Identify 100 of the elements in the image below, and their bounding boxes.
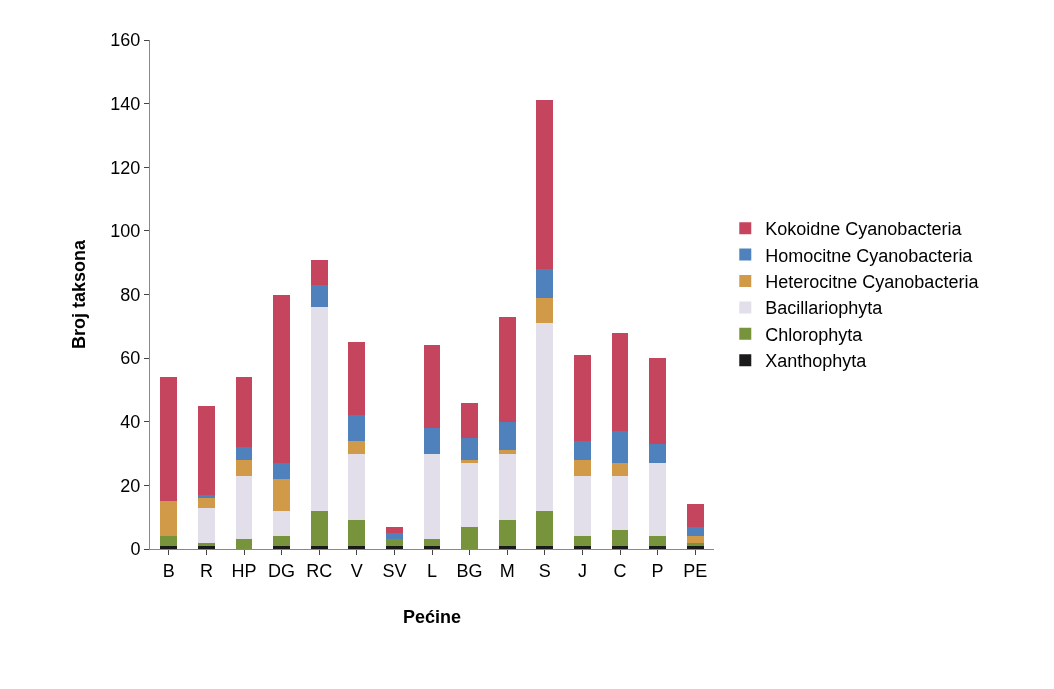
x-axis-title: Pećine: [402, 606, 462, 627]
bar: [273, 479, 291, 511]
bar: [310, 259, 328, 285]
bar: [235, 539, 253, 549]
bar: [348, 440, 366, 454]
legend-label: Bacillariophyta: [765, 298, 884, 319]
bar: [686, 504, 704, 527]
bar: [310, 307, 328, 511]
y-tick-label: 140: [110, 93, 141, 114]
bar: [273, 510, 291, 537]
bar: [573, 440, 591, 460]
bar: [348, 545, 366, 549]
bar: [348, 415, 366, 441]
x-tick-label: SV: [382, 560, 407, 581]
bar: [536, 269, 554, 298]
bar: [348, 520, 366, 546]
bar: [649, 545, 667, 549]
bar: [498, 450, 516, 454]
x-tick-label: V: [350, 560, 363, 581]
bar: [573, 475, 591, 537]
bar: [423, 345, 441, 429]
x-tick-label: R: [199, 560, 213, 581]
x-tick-label: P: [651, 560, 664, 581]
bar: [160, 545, 178, 549]
x-tick-label: B: [162, 560, 175, 581]
bar: [235, 475, 253, 540]
bar: [649, 536, 667, 546]
bar: [235, 447, 253, 460]
bar: [310, 545, 328, 549]
bar: [273, 294, 291, 464]
bar: [235, 377, 253, 448]
bar: [197, 494, 215, 499]
y-axis-title: Broj taksona: [68, 239, 89, 350]
bar: [536, 510, 554, 546]
bar: [235, 459, 253, 476]
x-tick-label: RC: [306, 560, 333, 581]
bar: [423, 453, 441, 540]
x-tick-label: S: [538, 560, 551, 581]
bar: [573, 536, 591, 546]
bar: [536, 323, 554, 511]
legend-label: Xanthophyta: [765, 351, 868, 372]
x-tick-label: BG: [456, 560, 483, 581]
bar: [536, 297, 554, 324]
x-tick-label: L: [426, 560, 438, 581]
y-tick-label: 20: [120, 475, 141, 496]
bar: [273, 545, 291, 549]
y-tick-label: 0: [130, 539, 141, 560]
bar: [649, 444, 667, 464]
bar: [160, 377, 178, 502]
bar: [461, 402, 479, 438]
y-tick-label: 40: [120, 412, 141, 433]
bar: [385, 533, 403, 540]
bar: [611, 475, 629, 530]
x-tick-label: DG: [268, 560, 296, 581]
legend-label: Homocitne Cyanobacteria: [765, 245, 974, 266]
legend-label: Kokoidne Cyanobacteria: [765, 219, 963, 240]
bar: [385, 545, 403, 549]
bar: [498, 316, 516, 422]
x-tick-label: M: [499, 560, 515, 581]
bar: [573, 545, 591, 549]
bar: [498, 545, 516, 549]
x-tick-label: HP: [231, 560, 257, 581]
bar: [348, 453, 366, 521]
bar: [461, 459, 479, 464]
bar: [686, 526, 704, 537]
bar: [310, 510, 328, 546]
bar: [423, 539, 441, 546]
bar: [160, 501, 178, 537]
bar: [611, 431, 629, 464]
bar: [197, 498, 215, 508]
legend-label: Chlorophyta: [765, 324, 864, 345]
bar: [423, 428, 441, 454]
y-tick-label: 100: [110, 221, 141, 242]
bar: [273, 536, 291, 546]
bar: [273, 463, 291, 480]
bar: [348, 342, 366, 416]
bar: [573, 354, 591, 441]
bar: [461, 437, 479, 460]
y-tick-label: 60: [120, 348, 141, 369]
y-tick-label: 120: [110, 157, 141, 178]
bar: [197, 507, 215, 543]
bar: [611, 529, 629, 546]
x-tick-label: C: [613, 560, 627, 581]
bar: [498, 421, 516, 451]
bar: [573, 459, 591, 476]
bar: [197, 405, 215, 495]
legend-label: Heterocitne Cyanobacteria: [765, 272, 980, 293]
bar: [498, 520, 516, 546]
bar: [536, 545, 554, 549]
bar: [649, 463, 667, 537]
bar: [536, 100, 554, 270]
bar: [461, 526, 479, 549]
y-tick-label: 160: [110, 30, 141, 51]
bar: [498, 453, 516, 521]
x-tick-label: J: [577, 560, 587, 581]
bar: [611, 332, 629, 432]
x-tick-label: PE: [683, 560, 708, 581]
bar: [385, 539, 403, 546]
bar: [611, 463, 629, 476]
y-tick-label: 80: [120, 284, 141, 305]
